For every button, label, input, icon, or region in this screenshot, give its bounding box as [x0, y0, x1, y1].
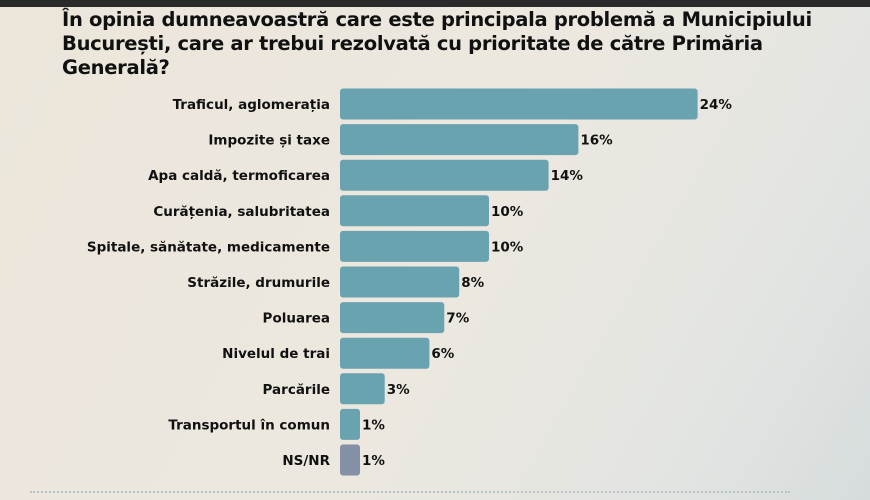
value-label: 3% — [387, 382, 410, 398]
dotted-divider — [30, 491, 790, 493]
category-label: Spitale, sănătate, medicamente — [87, 239, 330, 255]
category-label: Apa caldă, termoficarea — [148, 168, 330, 184]
category-label: Traficul, aglomerația — [173, 97, 330, 113]
bar — [340, 124, 579, 156]
value-label: 1% — [362, 453, 385, 469]
category-label: Impozite și taxe — [208, 133, 330, 149]
bar — [340, 88, 698, 120]
chart-title: În opinia dumneavoastră care este princi… — [62, 8, 812, 79]
bar — [340, 444, 360, 476]
bar — [340, 159, 549, 191]
category-label: Poluarea — [263, 311, 330, 327]
bar — [340, 337, 430, 369]
category-label: Nivelul de trai — [222, 346, 330, 362]
category-label: Străzile, drumurile — [187, 275, 330, 291]
value-label: 6% — [431, 346, 454, 362]
bar — [340, 302, 445, 334]
value-label: 10% — [491, 204, 524, 220]
value-label: 24% — [700, 97, 733, 113]
value-label: 8% — [461, 275, 484, 291]
bar — [340, 373, 385, 405]
bar — [340, 266, 460, 298]
category-label: Transportul în comun — [168, 417, 330, 433]
top-bar — [0, 0, 870, 7]
bar — [340, 195, 489, 227]
bar — [340, 230, 489, 262]
value-label: 14% — [551, 168, 584, 184]
category-label: NS/NR — [282, 453, 330, 469]
value-label: 16% — [580, 133, 613, 149]
value-label: 10% — [491, 239, 524, 255]
category-label: Curățenia, salubritatea — [153, 204, 330, 220]
value-label: 7% — [446, 311, 469, 327]
category-label: Parcările — [263, 382, 330, 398]
bar — [340, 408, 360, 440]
value-label: 1% — [362, 417, 385, 433]
